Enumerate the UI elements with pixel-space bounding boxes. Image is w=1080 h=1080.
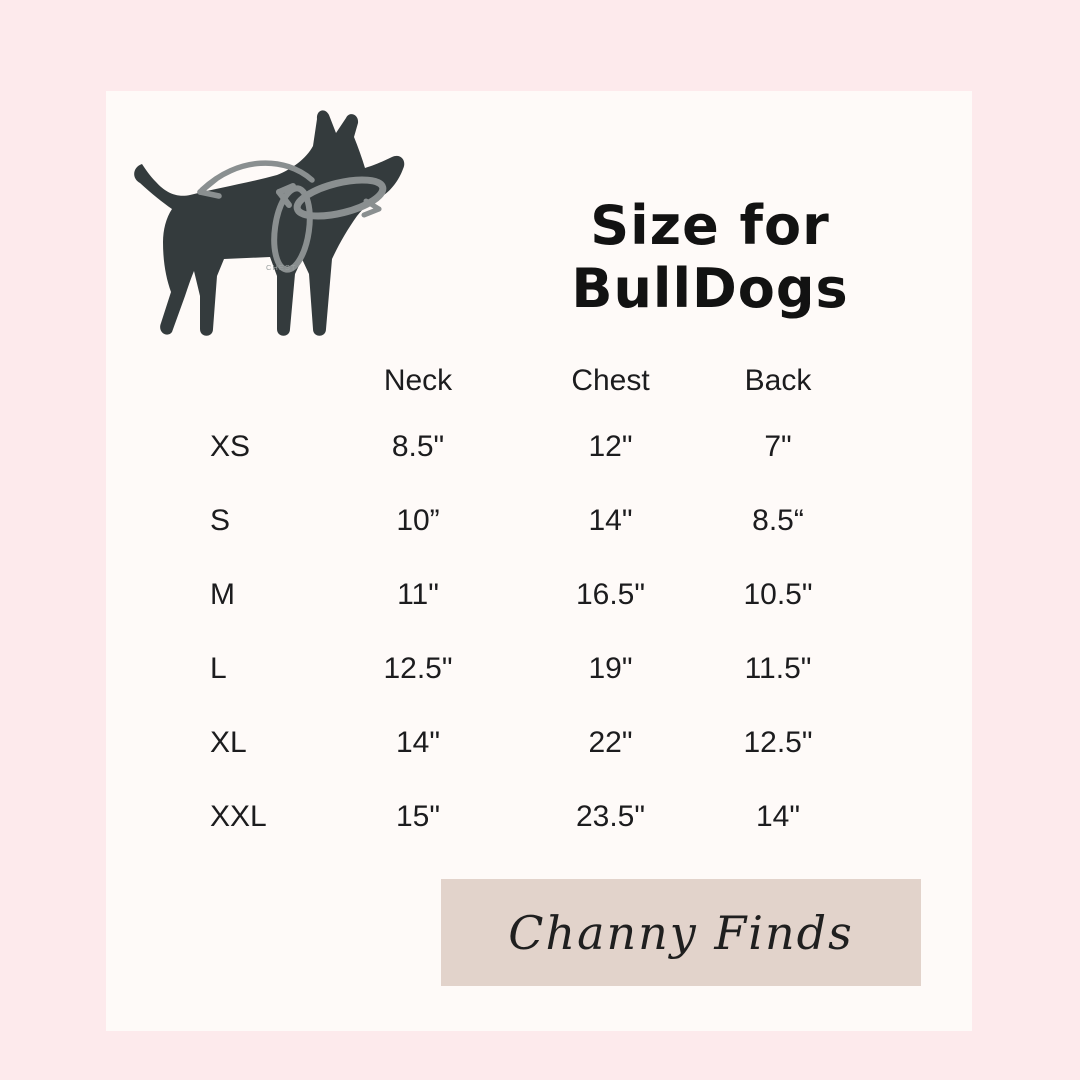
- neck-value: 15": [395, 800, 441, 833]
- table-row: S 10” 14" 8.5“: [208, 484, 853, 558]
- size-label: M: [210, 578, 235, 611]
- back-value: 14": [755, 800, 801, 833]
- chest-measure-ring-icon: [271, 183, 313, 273]
- table-row: M 11" 16.5" 10.5": [208, 558, 853, 632]
- table-row: L 12.5" 19" 11.5": [208, 632, 853, 706]
- page-title: Size for BullDogs: [571, 194, 849, 320]
- neck-value: 10”: [396, 504, 440, 537]
- brand-name: Channy Finds: [508, 905, 854, 960]
- back-value: 10.5": [743, 578, 813, 611]
- chest-value: 23.5": [575, 800, 646, 833]
- chest-value: 14": [588, 504, 633, 537]
- neck-value: 8.5": [391, 430, 445, 463]
- back-value: 7": [764, 430, 792, 463]
- neck-value: 14": [395, 726, 441, 759]
- table-row: XXL 15" 23.5" 14": [208, 780, 853, 854]
- back-measure-arrow-icon: [197, 160, 315, 199]
- table-header-row: Neck Chest Back: [208, 352, 853, 410]
- neck-measure-ring-icon: [293, 176, 387, 220]
- dog-silhouette-icon: [134, 110, 405, 336]
- size-label: XS: [210, 430, 251, 463]
- chest-value: 16.5": [575, 578, 646, 611]
- back-value: 11.5": [744, 652, 812, 685]
- size-label: L: [210, 652, 227, 685]
- size-label: XXL: [210, 800, 267, 833]
- column-header-neck: Neck: [383, 364, 453, 397]
- back-value: 12.5": [743, 726, 813, 759]
- column-header-back: Back: [744, 364, 812, 397]
- size-label: XL: [210, 726, 247, 759]
- table-row: XS 8.5" 12" 7": [208, 410, 853, 484]
- back-value: 8.5“: [752, 504, 804, 537]
- brand-banner: Channy Finds: [441, 879, 921, 986]
- column-header-chest: Chest: [571, 364, 650, 397]
- table-row: XL 14" 22" 12.5": [208, 706, 853, 780]
- neck-value: 12.5": [383, 652, 453, 685]
- chest-tag-label: CHEST: [266, 263, 296, 272]
- chest-value: 12": [588, 430, 633, 463]
- size-table: Neck Chest Back XS 8.5" 12" 7" S 10” 14"…: [208, 352, 853, 854]
- chest-value: 19": [588, 652, 633, 685]
- size-label: S: [210, 504, 231, 537]
- neck-value: 11": [397, 578, 439, 611]
- dog-measurement-diagram: CHEST: [134, 110, 405, 336]
- chest-value: 22": [588, 726, 633, 759]
